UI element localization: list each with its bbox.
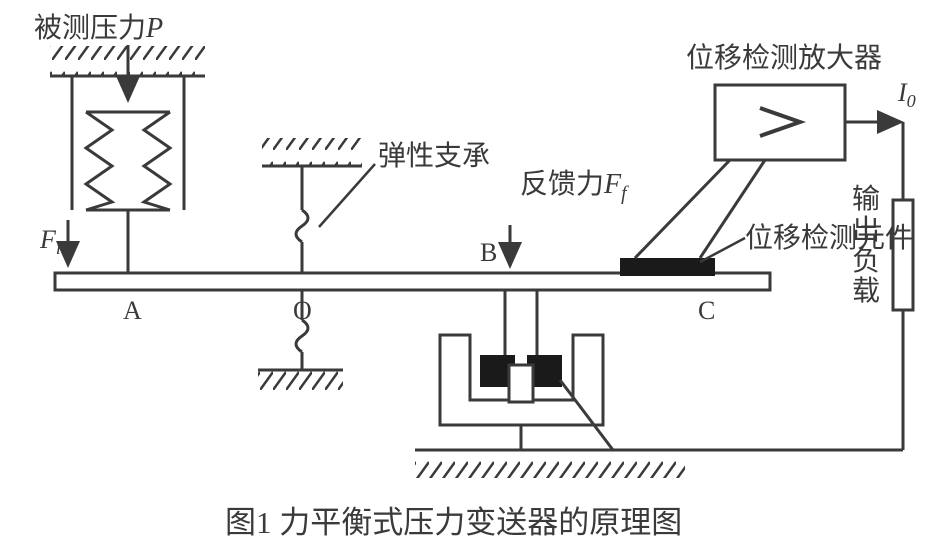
caption: 图1 力平衡式压力变送器的原理图 xyxy=(225,497,682,542)
ground-hatch xyxy=(415,450,685,478)
label-displacement-element: 位移检测元件 xyxy=(745,216,913,256)
leader-elastic xyxy=(319,164,375,227)
label-elastic-support: 弹性支承 xyxy=(378,134,490,174)
label-amplifier: 位移检测放大器 xyxy=(686,36,882,76)
label-output-current: I0 xyxy=(898,78,916,112)
amplifier-box xyxy=(715,85,845,160)
elastic-support-top xyxy=(262,138,362,273)
label-measured-pressure: 被测压力P xyxy=(34,6,163,46)
label-force-input: Fi xyxy=(40,225,61,259)
label-output-load: 输 出 负 载 xyxy=(852,185,880,308)
label-point-b: B xyxy=(480,238,497,268)
bellows-assembly xyxy=(72,45,184,272)
magnet-yoke xyxy=(440,335,603,450)
label-point-o: O xyxy=(293,296,312,326)
label-point-c: C xyxy=(698,296,715,326)
label-point-a: A xyxy=(123,296,142,326)
label-feedback-force: 反馈力Ff xyxy=(520,162,627,206)
